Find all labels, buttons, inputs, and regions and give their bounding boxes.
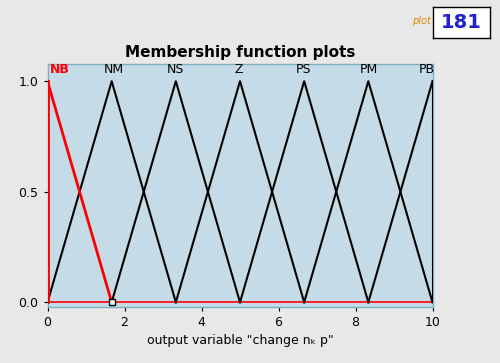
Text: plot: plot xyxy=(412,16,432,26)
Text: PS: PS xyxy=(296,63,312,76)
Text: NS: NS xyxy=(167,63,184,76)
Text: 181: 181 xyxy=(441,13,482,32)
Text: PB: PB xyxy=(419,63,435,76)
Text: NB: NB xyxy=(50,63,70,76)
X-axis label: output variable "change nₖ p": output variable "change nₖ p" xyxy=(146,334,334,347)
Text: Z: Z xyxy=(234,63,242,76)
Text: PM: PM xyxy=(360,63,378,76)
Text: NM: NM xyxy=(104,63,124,76)
Title: Membership function plots: Membership function plots xyxy=(125,45,355,60)
